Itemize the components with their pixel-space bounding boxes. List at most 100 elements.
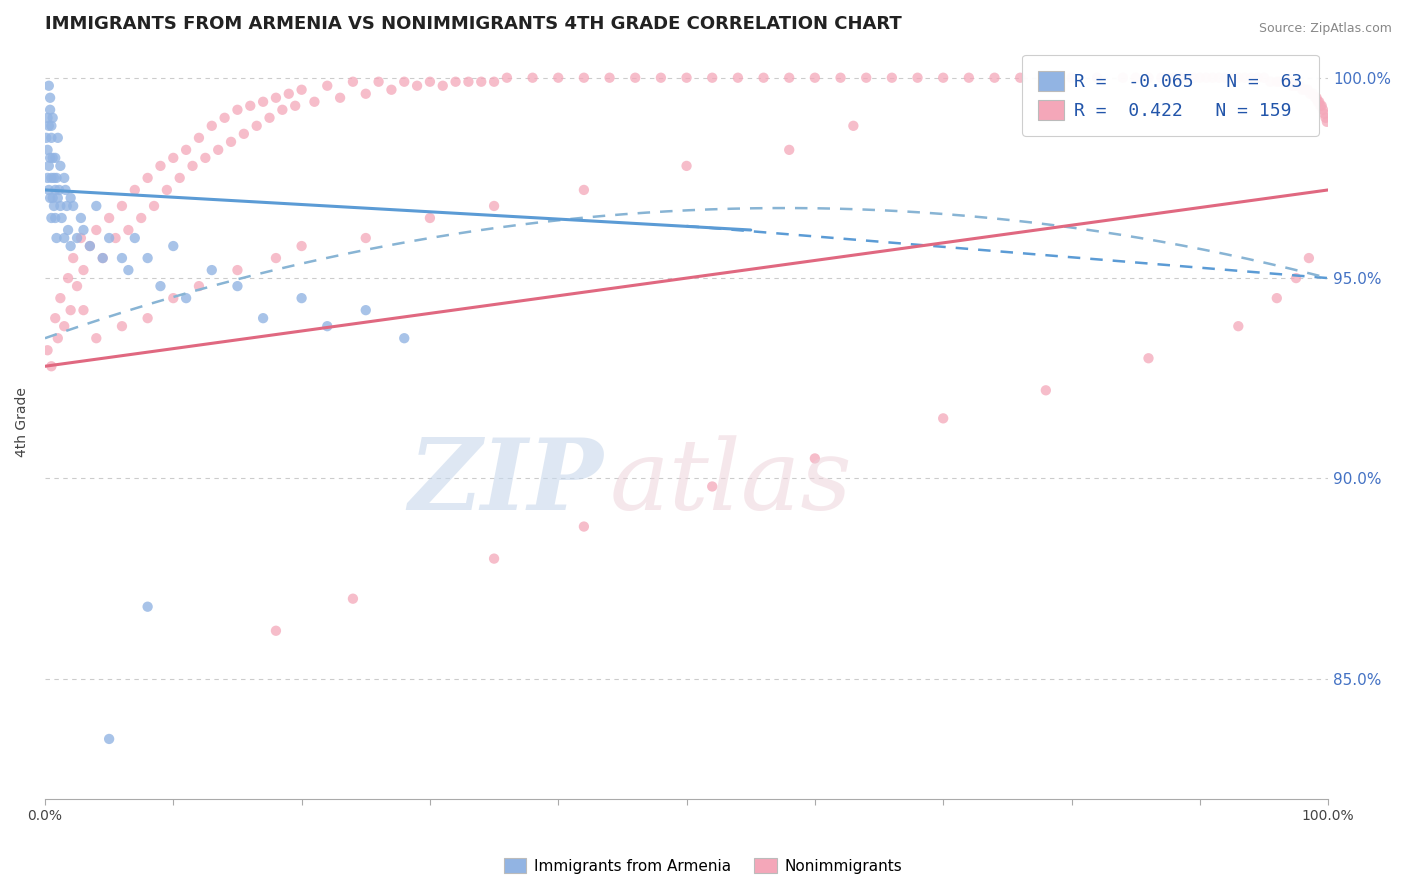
Point <box>1220 70 1243 85</box>
Point <box>72 263 94 277</box>
Point <box>174 291 197 305</box>
Point <box>38 159 60 173</box>
Point <box>1215 70 1237 85</box>
Point <box>149 279 172 293</box>
Point <box>419 211 441 225</box>
Point <box>316 319 339 334</box>
Point <box>1316 115 1339 129</box>
Point <box>1201 70 1223 85</box>
Point <box>1291 83 1313 97</box>
Point <box>129 211 152 225</box>
Point <box>162 239 184 253</box>
Point <box>181 159 204 173</box>
Point <box>1188 70 1211 85</box>
Point <box>1163 70 1185 85</box>
Point <box>53 170 76 185</box>
Point <box>675 70 697 85</box>
Point <box>39 191 62 205</box>
Point <box>156 183 179 197</box>
Point <box>226 279 249 293</box>
Point <box>304 95 326 109</box>
Point <box>482 199 505 213</box>
Point <box>1285 271 1308 285</box>
Point <box>1010 70 1032 85</box>
Point <box>98 211 121 225</box>
Point <box>194 151 217 165</box>
Point <box>1289 78 1312 93</box>
Point <box>84 223 107 237</box>
Point <box>1060 70 1083 85</box>
Point <box>41 170 63 185</box>
Point <box>291 291 314 305</box>
Point <box>259 111 281 125</box>
Point <box>117 263 139 277</box>
Point <box>291 239 314 253</box>
Point <box>1125 70 1147 85</box>
Point <box>284 99 307 113</box>
Point <box>572 70 595 85</box>
Point <box>53 319 76 334</box>
Point <box>1208 70 1230 85</box>
Point <box>239 99 262 113</box>
Point <box>66 231 89 245</box>
Point <box>37 343 59 358</box>
Y-axis label: 4th Grade: 4th Grade <box>15 387 30 458</box>
Point <box>1278 75 1301 89</box>
Point <box>932 70 955 85</box>
Point <box>35 131 58 145</box>
Point <box>394 331 416 345</box>
Point <box>482 75 505 89</box>
Point <box>1227 70 1250 85</box>
Point <box>354 231 377 245</box>
Point <box>1315 111 1337 125</box>
Point <box>1195 70 1218 85</box>
Point <box>1312 103 1334 117</box>
Point <box>162 151 184 165</box>
Point <box>44 211 66 225</box>
Point <box>246 119 269 133</box>
Point <box>932 411 955 425</box>
Point <box>1265 291 1288 305</box>
Point <box>624 70 647 85</box>
Point <box>329 91 352 105</box>
Point <box>1306 95 1329 109</box>
Point <box>1112 70 1135 85</box>
Legend: Immigrants from Armenia, Nonimmigrants: Immigrants from Armenia, Nonimmigrants <box>498 852 908 880</box>
Point <box>207 143 229 157</box>
Point <box>1035 70 1057 85</box>
Point <box>104 231 127 245</box>
Text: ZIP: ZIP <box>408 434 603 531</box>
Point <box>804 70 827 85</box>
Point <box>124 231 146 245</box>
Point <box>226 103 249 117</box>
Point <box>572 183 595 197</box>
Point <box>432 78 454 93</box>
Point <box>70 231 93 245</box>
Point <box>1137 351 1160 366</box>
Point <box>41 119 63 133</box>
Point <box>316 78 339 93</box>
Point <box>45 170 67 185</box>
Point <box>37 170 59 185</box>
Point <box>46 191 69 205</box>
Point <box>907 70 929 85</box>
Point <box>39 91 62 105</box>
Point <box>46 331 69 345</box>
Point <box>804 451 827 466</box>
Point <box>1137 70 1160 85</box>
Point <box>1233 70 1256 85</box>
Point <box>406 78 429 93</box>
Point <box>1157 70 1180 85</box>
Point <box>59 191 82 205</box>
Point <box>42 170 65 185</box>
Point <box>291 83 314 97</box>
Point <box>79 239 101 253</box>
Point <box>983 70 1005 85</box>
Point <box>149 159 172 173</box>
Point <box>72 303 94 318</box>
Point <box>136 170 159 185</box>
Point <box>470 75 492 89</box>
Point <box>44 183 66 197</box>
Point <box>252 311 274 326</box>
Point <box>49 159 72 173</box>
